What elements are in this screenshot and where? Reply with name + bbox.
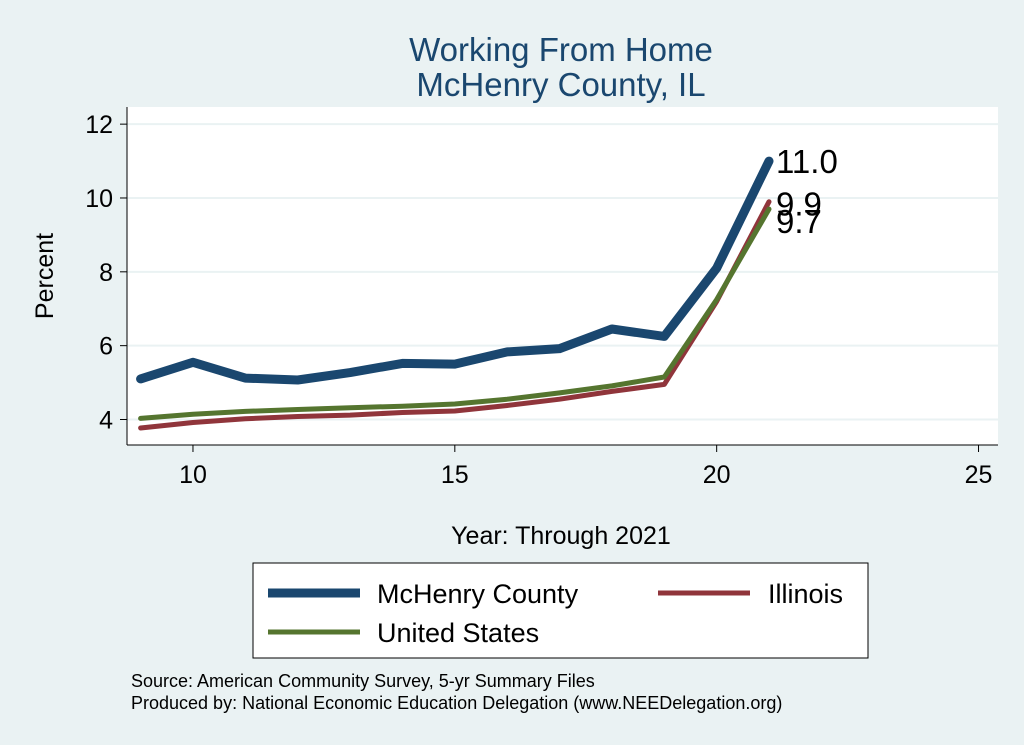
- y-tick-label: 6: [99, 333, 113, 361]
- legend-label-illinois: Illinois: [768, 579, 843, 609]
- x-tick-label: 15: [441, 461, 469, 489]
- end-label-united-states: 9.7: [776, 203, 822, 240]
- series-line-mchenry-county: [136, 156, 774, 385]
- series-line-illinois: [138, 199, 772, 431]
- x-axis-title: Year: Through 2021: [451, 522, 671, 550]
- series-line-united-states: [138, 206, 772, 421]
- producer-note: Produced by: National Economic Education…: [131, 693, 782, 713]
- source-note: Source: American Community Survey, 5-yr …: [131, 671, 595, 691]
- end-label-illinois: 9.9: [776, 186, 822, 223]
- legend-box: [252, 562, 869, 659]
- x-tick-label: 25: [965, 461, 993, 489]
- end-labels: 11.0 9.99.7: [776, 143, 838, 240]
- x-tick-label: 20: [703, 461, 731, 489]
- y-tick-label: 10: [85, 185, 113, 213]
- y-tick-label: 4: [99, 407, 113, 435]
- chart-title-line-2: McHenry County, IL: [416, 66, 705, 103]
- legend-label-united-states: United States: [377, 618, 539, 648]
- end-label-mchenry-county: 11.0: [776, 143, 838, 180]
- series-lines: [136, 156, 774, 431]
- plot-area: [127, 107, 998, 445]
- y-tick-label: 12: [85, 111, 113, 139]
- legend-label-mchenry-county: McHenry County: [377, 579, 579, 609]
- y-tick-label: 8: [99, 259, 113, 287]
- y-axis-title: Percent: [31, 233, 59, 319]
- axis-ticks: 4 6 8 10 12 10 15 20 25: [85, 111, 992, 489]
- chart-title-line-1: Working From Home: [409, 31, 713, 68]
- x-tick-label: 10: [179, 461, 207, 489]
